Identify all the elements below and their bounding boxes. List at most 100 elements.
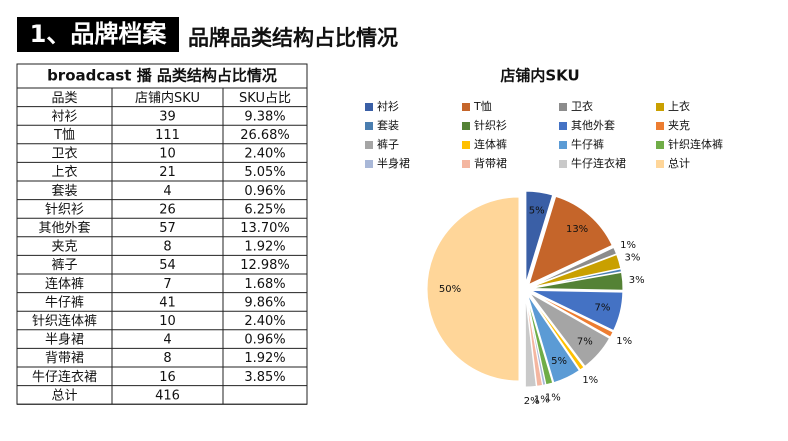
data-label: 50% [439,284,461,295]
table-cell: 12.98% [240,258,290,273]
legend-swatch [559,141,567,149]
legend-swatch [462,122,470,130]
table-cell: 8 [163,351,171,366]
pie-slice [528,195,613,286]
table-cell: 9.38% [244,109,285,124]
data-label: 13% [566,224,588,235]
legend-swatch [365,103,373,111]
table-cell: T恤 [53,128,75,143]
data-label: 1% [545,392,561,403]
legend-swatch [559,160,567,168]
legend-swatch [462,141,470,149]
table-cell: 8 [163,240,171,255]
table-cell: 2.40% [244,147,285,162]
legend-label: 半身裙 [377,156,410,170]
legend-swatch [656,122,664,130]
data-label: 5% [551,356,567,367]
table-cell: 54 [159,258,176,273]
column-header: 品类 [51,91,77,106]
table-cell: 4 [163,333,171,348]
table-cell: 背带裙 [45,351,84,366]
table-cell: 16 [159,370,176,385]
legend-label: 上衣 [668,99,690,113]
table-cell: 26 [159,202,176,217]
legend-label: 连体裤 [474,137,507,151]
table-cell: 416 [155,388,180,403]
table-cell: 1.92% [244,351,285,366]
table-cell: 针织连体裤 [32,313,97,329]
legend-swatch [656,141,664,149]
table-cell: 其他外套 [38,220,90,236]
legend-label: 套装 [377,119,399,132]
table-cell: 10 [159,147,176,162]
table-title: broadcast 播 品类结构占比情况 [47,67,277,85]
legend-swatch [365,122,373,130]
data-label: 1% [620,240,636,251]
table-cell: 0.96% [244,333,285,348]
table-cell: 牛仔连衣裙 [32,369,97,385]
data-label: 5% [529,205,545,216]
data-label: 1% [534,395,550,406]
table-cell: 连体裤 [45,276,84,292]
legend-swatch [656,103,664,111]
data-label: 7% [594,303,610,314]
table-cell: 1.68% [244,277,285,292]
table-cell: 0.96% [244,184,285,199]
legend-swatch [559,122,567,130]
table-cell: 2.40% [244,314,285,329]
pie-slice [525,294,544,387]
table-cell: 1.92% [244,240,285,255]
legend-swatch [462,160,470,168]
legend-label: 总计 [668,156,690,170]
table-cell: 半身裙 [45,332,84,348]
table-cell: 57 [159,221,176,236]
legend-swatch [365,141,373,149]
pie-slice [530,271,624,291]
legend-label: 夹克 [668,119,690,132]
table-cell: 10 [159,314,176,329]
table-cell: 针织衫 [45,202,84,217]
table-cell: 41 [159,295,176,310]
table-cell: 26.68% [240,128,290,143]
chart-title: 店铺内SKU [500,67,579,85]
pie-slice [530,289,624,332]
table-cell: 裤子 [51,258,77,273]
data-label: 3% [625,252,641,263]
header-title: 1、品牌档案 [30,20,168,48]
table-cell: 39 [159,109,176,124]
table-cell: 夹克 [51,240,77,255]
legend-label: 背带裙 [474,156,507,170]
table-cell: 卫衣 [51,146,77,162]
data-label: 1% [582,375,598,386]
table-cell: 7 [163,277,171,292]
pie-slice [530,246,618,288]
pie-slice [527,294,580,384]
legend-label: 其他外套 [571,119,615,132]
pie-slice [530,291,614,338]
header-subtitle: 品牌品类结构占比情况 [188,26,398,50]
data-label: 3% [629,275,645,286]
table-cell: 牛仔裤 [45,295,84,310]
pie-slice [530,253,622,288]
legend-swatch [365,160,373,168]
pie-slice [529,292,611,368]
table-cell: 6.25% [244,202,285,217]
column-header: 店铺内SKU [135,90,200,106]
pie-slice [525,190,554,284]
table-cell: 13.70% [240,221,290,236]
table-cell: 5.05% [244,165,285,180]
table-cell: 4 [163,184,171,199]
pie-slice [528,293,585,371]
pie-slice [530,268,623,289]
table-cell: 9.86% [244,295,285,310]
legend-label: 针织衫 [474,118,507,132]
table-cell: 21 [159,165,176,180]
legend-label: 牛仔裤 [571,137,604,151]
data-label: 2% [524,396,540,407]
legend-label: 裤子 [377,137,399,151]
data-label: 1% [616,336,632,347]
pie-slice [524,294,537,388]
table-cell: 3.85% [244,370,285,385]
legend-label: T恤 [473,100,492,113]
